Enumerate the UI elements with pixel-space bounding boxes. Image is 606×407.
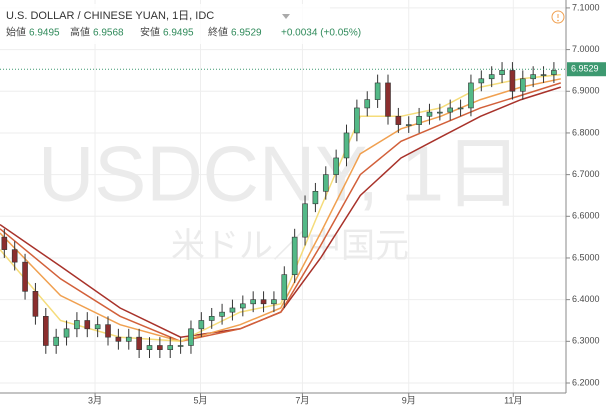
symbol-title: U.S. DOLLAR / CHINESE YUAN, 1日, IDC [6,10,214,22]
candle-body [395,115,402,125]
x-tick-label: 5月 [193,395,207,405]
candle-body [53,336,59,346]
candle-body [519,78,526,92]
candle-body [22,261,28,292]
alert-icon[interactable] [551,10,565,24]
candle-body [540,74,547,76]
candle-body [271,299,277,305]
candle-body [11,249,18,263]
candle-body [250,299,256,305]
candle-body [551,70,557,75]
candle-body [426,111,433,117]
legend-bg [0,4,330,44]
x-tick-label: 11月 [504,395,522,405]
candle-body [63,328,70,338]
open-label: 始値 [6,26,26,39]
y-tick-label: 6.3000 [572,336,600,346]
open-value: 6.9495 [29,28,60,39]
watermark: USDCNY, 1日 [38,130,522,218]
high-label: 高値 [70,26,90,39]
dropdown-arrow[interactable] [282,14,290,19]
candle-body [437,111,443,114]
y-tick-label: 6.2000 [572,377,600,387]
y-tick-label: 6.4000 [572,294,600,304]
candle-body [229,307,236,313]
low-value: 6.9495 [163,28,194,39]
candle-body [32,291,39,317]
candle-body [291,236,298,275]
candle-body [457,107,464,110]
candle-body [405,124,412,126]
candle-body [281,274,288,300]
candle-body [240,303,246,309]
candle-body [374,82,381,100]
candle-body [530,74,536,80]
candle-body [94,324,101,330]
background-layer [0,0,566,393]
close-value: 6.9529 [231,28,262,39]
candle-body [260,299,267,305]
candle-body [84,320,91,330]
watermark-sub: 米ドル／中国元 [171,227,409,265]
candle-body [1,236,8,250]
y-tick-label: 7.1000 [572,2,600,12]
candle-body [312,190,319,205]
ma-line [0,78,561,343]
candle-body [488,74,495,80]
candle-body [478,78,485,84]
candle-body [333,157,339,175]
last-price-tag [567,62,606,77]
y-tick-label: 7.0000 [572,44,600,54]
y-tick-label: 6.9000 [572,86,600,96]
low-label: 安値 [140,26,160,39]
candle-body [157,345,163,350]
candle-body [343,132,350,159]
candle-body [416,115,422,125]
candle-body [125,336,132,342]
candle-body [354,107,360,134]
candle-body [447,107,454,113]
candle-body [499,70,505,75]
candle-body [219,311,225,317]
candle-body [302,203,308,238]
change-value: +0.0034 (+0.05%) [281,28,361,39]
x-tick-label: 3月 [88,395,102,405]
close-label: 終値 [208,26,228,39]
candle-body [188,328,194,346]
ma-line [0,82,562,343]
ma-line [0,86,562,338]
candle-body [198,320,205,330]
candle-body [385,82,391,117]
candle-body [208,316,215,321]
candle-body [115,336,122,342]
y-tick-label: 6.7000 [572,169,600,179]
candle-body [74,320,80,330]
candle-body [105,324,111,338]
candle-body [468,82,474,109]
candle-body [146,345,153,350]
high-value: 6.9568 [93,28,124,39]
candle-body [177,345,184,347]
plot-layer [0,62,566,358]
candle-body [364,99,371,109]
x-tick-label: 7月 [295,395,309,405]
candle-body [322,174,329,192]
candle-body [167,345,174,350]
candle-body [136,336,142,350]
candle-body [42,316,49,346]
candle-body [509,70,516,92]
alert-icon-dot [557,19,559,22]
y-tick-label: 6.6000 [572,211,600,221]
y-tick-label: 6.8000 [572,127,600,137]
x-tick-label: 9月 [402,395,416,405]
y-tick-label: 6.5000 [572,252,600,262]
last-price-label: 6.9529 [571,64,599,74]
